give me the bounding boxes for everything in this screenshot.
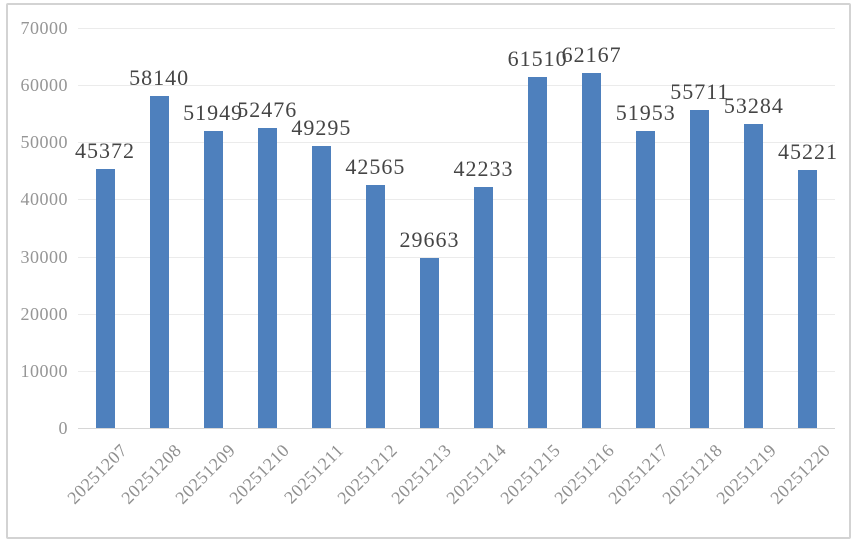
bar-value-label: 29663	[399, 227, 460, 253]
bar-value-label: 55711	[670, 78, 730, 104]
gridline	[78, 28, 835, 29]
bar-value-label: 45221	[777, 138, 838, 164]
bar	[419, 258, 439, 428]
bar-value-label: 45372	[75, 137, 136, 163]
gridline	[78, 85, 835, 87]
bar	[365, 184, 385, 428]
bar	[257, 128, 277, 428]
bar-value-label: 42233	[453, 155, 514, 181]
y-axis-tick-label: 50000	[20, 132, 68, 153]
gridline	[78, 313, 835, 315]
y-axis-tick-label: 40000	[20, 189, 68, 210]
bar-value-label: 61510	[507, 45, 568, 71]
gridline	[78, 199, 835, 201]
bar	[149, 95, 169, 428]
y-axis-tick-label: 20000	[20, 303, 68, 324]
bar	[636, 131, 656, 428]
gridline	[78, 142, 835, 144]
y-axis-tick-label: 70000	[20, 18, 68, 38]
bar	[690, 109, 710, 428]
x-axis-line	[78, 428, 835, 429]
bar	[203, 131, 223, 428]
bar-value-label: 49295	[291, 115, 352, 141]
bar-value-label: 42565	[345, 153, 406, 179]
plot-area: 0 10000 20000 30000 40000 50000 60000 70000 4537…	[8, 5, 849, 537]
bar	[474, 186, 494, 428]
gridline	[78, 256, 835, 258]
bar-value-label: 53284	[723, 92, 784, 118]
bar-value-label: 51949	[183, 100, 244, 126]
bar	[311, 146, 331, 428]
y-axis-tick-label: 0	[58, 418, 68, 438]
y-axis-tick-label: 10000	[20, 360, 68, 381]
gridline	[78, 370, 835, 372]
y-axis-tick-label: 30000	[20, 246, 68, 267]
bar-value-label: 52476	[237, 97, 298, 123]
bar-value-label: 58140	[129, 64, 190, 90]
bar	[798, 169, 818, 428]
bar-value-label: 51953	[615, 100, 676, 126]
bar	[744, 123, 764, 428]
bar-value-label: 62167	[561, 41, 622, 67]
bar	[528, 76, 548, 428]
bar	[95, 168, 115, 428]
chart-frame: 0 10000 20000 30000 40000 50000 60000 70000 4537…	[6, 3, 851, 539]
y-axis-tick-label: 60000	[20, 75, 68, 96]
bar	[582, 72, 602, 428]
